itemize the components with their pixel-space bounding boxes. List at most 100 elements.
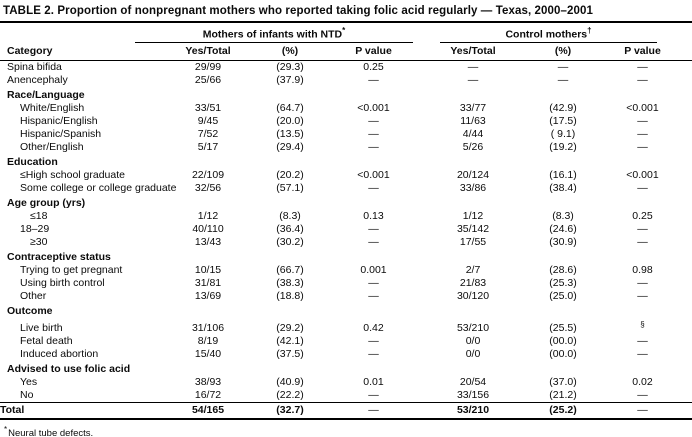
cell-ctl-pct: (00.0) [549,335,577,347]
cell-ntd-pct: (37.5) [276,348,304,360]
cell-ntd-pct: (32.7) [246,402,334,419]
cell-ctl-yes-total: 20/54 [459,376,487,388]
cell-ctl-pvalue: — [637,289,648,302]
cell-ntd-pvalue: — [368,73,379,86]
cell-ntd-yes-total: 16/72 [194,389,222,401]
row-label: Other/English [20,140,84,153]
group-header-row: Mothers of infants with NTD* Control mot… [0,23,692,43]
cell-ntd-pct: (64.7) [276,101,304,114]
cell-ctl-yes-total: 53/210 [413,402,534,419]
cell-ctl-pct: (38.4) [549,181,577,194]
cell-ntd-pvalue: — [368,276,379,289]
cell-ctl-yes-total: 2/7 [465,263,481,276]
table-title: TABLE 2. Proportion of nonpregnant mothe… [0,0,692,23]
cell-ntd-pct: (37.9) [276,73,304,86]
cell-ntd-yes-total: 25/66 [194,73,222,86]
cell-ntd-pct: (36.4) [276,222,304,235]
cell-ctl-yes-total: 20/124 [456,168,490,181]
row-label: Hispanic/English [20,114,98,127]
cell-ctl-pvalue: — [637,114,648,127]
cell-ntd-pct: (20.0) [276,114,304,127]
row-label: Using birth control [20,276,105,289]
table-row: ≥30 13/43 (30.2) — 17/55 (30.9) — [0,236,692,249]
row-label: Other [20,289,47,302]
row-label: Some college or college graduate [20,181,177,194]
cell-ntd-yes-total: 15/40 [194,348,222,360]
cell-ntd-pct: (40.9) [276,376,304,388]
row-label: Trying to get pregnant [20,263,123,276]
cell-ntd-pct: (29.4) [276,140,304,153]
table-row: Hispanic/English 9/45 (20.0) — 11/63 (17.5) — [0,115,692,128]
cell-ntd-pvalue: — [368,114,379,127]
cell-ctl-pct: (37.0) [549,376,577,388]
group-header-ntd: Mothers of infants with NTD* [135,23,414,43]
row-label: ≤High school graduate [20,168,125,181]
cell-ntd-yes-total: 5/17 [197,140,219,153]
cell-ctl-pct: (42.9) [549,101,577,114]
cell-ctl-pct: (25.5) [549,322,577,334]
cell-ctl-yes-total: 35/142 [456,222,490,235]
cell-ctl-pvalue: — [637,181,648,194]
cell-ntd-pct: (13.5) [276,127,304,140]
cell-ntd-pct: (8.3) [279,209,301,222]
cell-ntd-yes-total: 38/93 [194,376,222,388]
section-row: Advised to use folic acid [0,361,692,376]
cell-ctl-pvalue: — [637,348,648,360]
cell-ctl-pvalue: — [637,60,648,73]
cell-ctl-yes-total: 4/44 [462,127,484,140]
table-row: Live birth 31/106 (29.2) 0.42 53/210 (25.5) § [0,318,692,336]
row-label: Anencephaly [7,73,68,86]
column-header-ntd-yes-total: Yes/Total [170,42,246,61]
cell-ctl-yes-total: 33/86 [459,181,487,194]
table-row: White/English 33/51 (64.7) <0.001 33/77 (42.9… [0,102,692,115]
dagger-footnote-marker: † [587,26,592,35]
cell-ctl-yes-total: 17/55 [459,235,487,248]
table-row: Fetal death 8/19 (42.1) — 0/0 (00.0) — [0,335,692,348]
cell-ntd-pvalue: 0.001 [360,263,387,276]
section-row: Education [0,154,692,169]
group-header-ntd-label: Mothers of infants with NTD* [135,25,414,43]
footnote-asterisk: *Neural tube defects. [4,425,94,437]
cell-ctl-pct: (30.9) [549,235,577,248]
cell-ctl-pvalue: 0.25 [632,209,653,222]
cell-ctl-yes-total: 11/63 [460,114,486,127]
cell-ctl-pct: ( 9.1) [550,127,576,140]
column-header-category: Category [0,42,170,61]
cell-ctl-yes-total: 0/0 [465,348,481,360]
cell-ctl-pvalue: § [593,318,692,336]
column-header-row: Category Yes/Total (%) P value Yes/Total… [0,42,692,61]
cell-ctl-pct: (28.6) [549,263,577,276]
cell-ntd-yes-total: 22/109 [191,168,225,181]
cell-ctl-yes-total: 53/210 [456,322,490,334]
row-label: Yes [20,376,38,388]
cell-ntd-pct: (29.2) [276,322,304,334]
cell-ctl-pvalue: — [637,276,648,289]
row-label: Outcome [7,304,53,317]
cell-ctl-yes-total: 5/26 [462,140,484,153]
cell-ctl-pct: — [557,60,569,73]
cell-ntd-yes-total: 54/165 [170,402,246,419]
section-row: Race/Language [0,87,692,102]
cell-ctl-pct: (25.2) [533,402,594,419]
cell-ntd-yes-total: 9/45 [197,114,219,127]
cell-ctl-pvalue: — [637,127,648,140]
table-row: ≤High school graduate 22/109 (20.2) <0.001 2… [0,169,692,182]
cell-ctl-pct: (8.3) [552,209,574,222]
cell-ntd-pvalue: 0.42 [363,322,384,334]
cell-ntd-yes-total: 33/51 [194,101,222,114]
column-header-ntd-pct: (%) [246,42,334,61]
row-label: Race/Language [7,88,85,101]
cell-ntd-pct: (57.1) [276,181,304,194]
cell-ctl-yes-total: 1/12 [462,209,484,222]
cell-ntd-pct: (22.2) [276,389,304,401]
section-row: Contraceptive status [0,249,692,264]
cell-ctl-pct: (25.3) [549,276,577,289]
column-header-ctl-yes-total: Yes/Total [413,42,534,61]
table-row: Hispanic/Spanish 7/52 (13.5) — 4/44 ( 9.1) — [0,128,692,141]
cell-ctl-yes-total: — [467,60,479,73]
table-row: Trying to get pregnant 10/15 (66.7) 0.001 2/… [0,264,692,277]
cell-ntd-pvalue: — [368,181,379,194]
row-label: Total [0,402,170,419]
cell-ntd-pvalue: <0.001 [357,101,390,114]
table-row: Spina bifida 29/99 (29.3) 0.25 — — — [0,60,692,74]
